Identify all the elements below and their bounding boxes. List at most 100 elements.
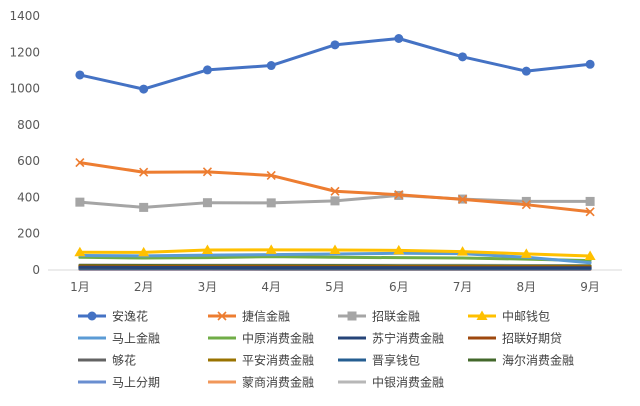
legend-label: 苏宁消费金融 (372, 331, 444, 346)
marker-stroke (521, 200, 531, 210)
data-point-marker (330, 196, 340, 206)
data-point-marker (330, 186, 340, 196)
legend-label: 捷信金融 (242, 309, 290, 324)
legend-item: 苏宁消费金融 (338, 331, 444, 346)
legend-item: 蒙商消费金融 (208, 375, 314, 390)
legend-item: 够花 (78, 353, 136, 368)
y-tick-label: 1000 (9, 82, 40, 96)
marker-stroke (266, 170, 276, 181)
x-tick-label: 6月 (389, 280, 409, 294)
data-point-marker (330, 40, 340, 50)
data-point-marker (585, 59, 595, 69)
data-point-marker (202, 167, 213, 177)
legend-item: 中银消费金融 (338, 375, 444, 390)
legend-label: 平安消费金融 (242, 353, 314, 368)
data-point-marker (585, 207, 595, 217)
series-4 (74, 244, 596, 261)
legend-label: 招联金融 (372, 309, 420, 324)
x-tick-label: 3月 (198, 280, 218, 294)
legend-item: 安逸花 (78, 309, 148, 324)
data-point-marker (217, 311, 227, 321)
y-tick-label: 200 (17, 227, 40, 241)
legend-label: 中原消费金融 (242, 331, 314, 346)
data-point-marker (347, 311, 357, 321)
data-point-marker (138, 246, 150, 257)
legend-item: 招联好期贷 (468, 332, 562, 346)
marker-stroke (202, 167, 213, 177)
marker-stroke (330, 186, 340, 196)
legend-label: 蒙商消费金融 (242, 375, 314, 390)
data-point-marker (521, 200, 531, 210)
data-point-marker (266, 170, 276, 181)
data-point-marker (394, 190, 404, 200)
data-point-marker (87, 311, 97, 321)
legend-item: 晋享钱包 (338, 353, 420, 368)
legend-item: 马上分期 (78, 376, 160, 390)
data-point-marker (266, 198, 276, 208)
data-point-marker (393, 244, 405, 255)
y-tick-label: 1400 (9, 9, 40, 23)
x-tick-label: 2月 (134, 280, 154, 294)
data-point-marker (585, 196, 595, 206)
marker-stroke (457, 194, 468, 204)
data-point-marker (520, 248, 532, 258)
y-tick-label: 400 (17, 190, 40, 204)
y-tick-label: 800 (17, 118, 40, 132)
data-point-marker (457, 246, 469, 256)
axes: 0 200 400 600 800 1000 1200 1400 1月 2月 3月 4月 5月 6月 7月 8… (9, 9, 622, 294)
x-tick-label: 1月 (70, 280, 90, 294)
data-point-marker (139, 167, 149, 177)
data-point-marker (139, 202, 149, 212)
data-point-marker (75, 158, 85, 168)
data-point-marker (75, 197, 85, 207)
marker-stroke (75, 158, 85, 168)
series-1 (75, 33, 595, 94)
data-point-marker (74, 246, 86, 257)
x-tick-label: 5月 (325, 280, 345, 294)
legend-label: 海尔消费金融 (502, 353, 574, 368)
legend-label: 安逸花 (112, 309, 148, 324)
x-tick-label: 7月 (453, 280, 473, 294)
data-point-marker (584, 250, 596, 261)
y-tick-label: 600 (17, 154, 40, 168)
data-point-marker (202, 65, 212, 75)
legend-label: 招联好期贷 (502, 332, 562, 346)
marker-stroke (585, 207, 595, 217)
legend-label: 中邮钱包 (502, 309, 550, 324)
series-2 (75, 158, 595, 217)
data-point-marker (476, 310, 488, 320)
legend-item: 中原消费金融 (208, 331, 314, 346)
x-tick-label: 4月 (261, 280, 281, 294)
legend-item: 捷信金融 (208, 309, 290, 324)
legend-label: 马上分期 (112, 376, 160, 390)
data-point-marker (75, 70, 85, 80)
legend-item: 海尔消费金融 (468, 353, 574, 368)
marker-stroke (394, 190, 404, 200)
legend-label: 马上金融 (112, 331, 160, 346)
data-point-marker (394, 33, 404, 43)
legend-item: 平安消费金融 (208, 353, 314, 368)
series-3 (75, 190, 595, 212)
data-point-marker (265, 244, 277, 254)
data-point-marker (202, 198, 212, 208)
data-point-marker (457, 194, 468, 204)
series-line (78, 265, 592, 270)
marker-stroke (217, 311, 227, 321)
data-point-marker (139, 84, 149, 94)
data-point-marker (521, 196, 531, 206)
data-point-marker (201, 244, 213, 255)
legend-item: 中邮钱包 (468, 309, 550, 324)
legend-label: 够花 (112, 353, 136, 368)
legend-item: 招联金融 (338, 309, 420, 324)
series-6 (78, 255, 592, 263)
data-point-marker (329, 244, 341, 255)
x-tick-label: 9月 (580, 280, 600, 294)
marker-stroke (139, 167, 149, 177)
y-tick-label: 0 (32, 263, 40, 277)
data-point-marker (458, 52, 468, 62)
legend-label: 中银消费金融 (372, 375, 444, 390)
legend-item: 马上金融 (78, 331, 160, 346)
